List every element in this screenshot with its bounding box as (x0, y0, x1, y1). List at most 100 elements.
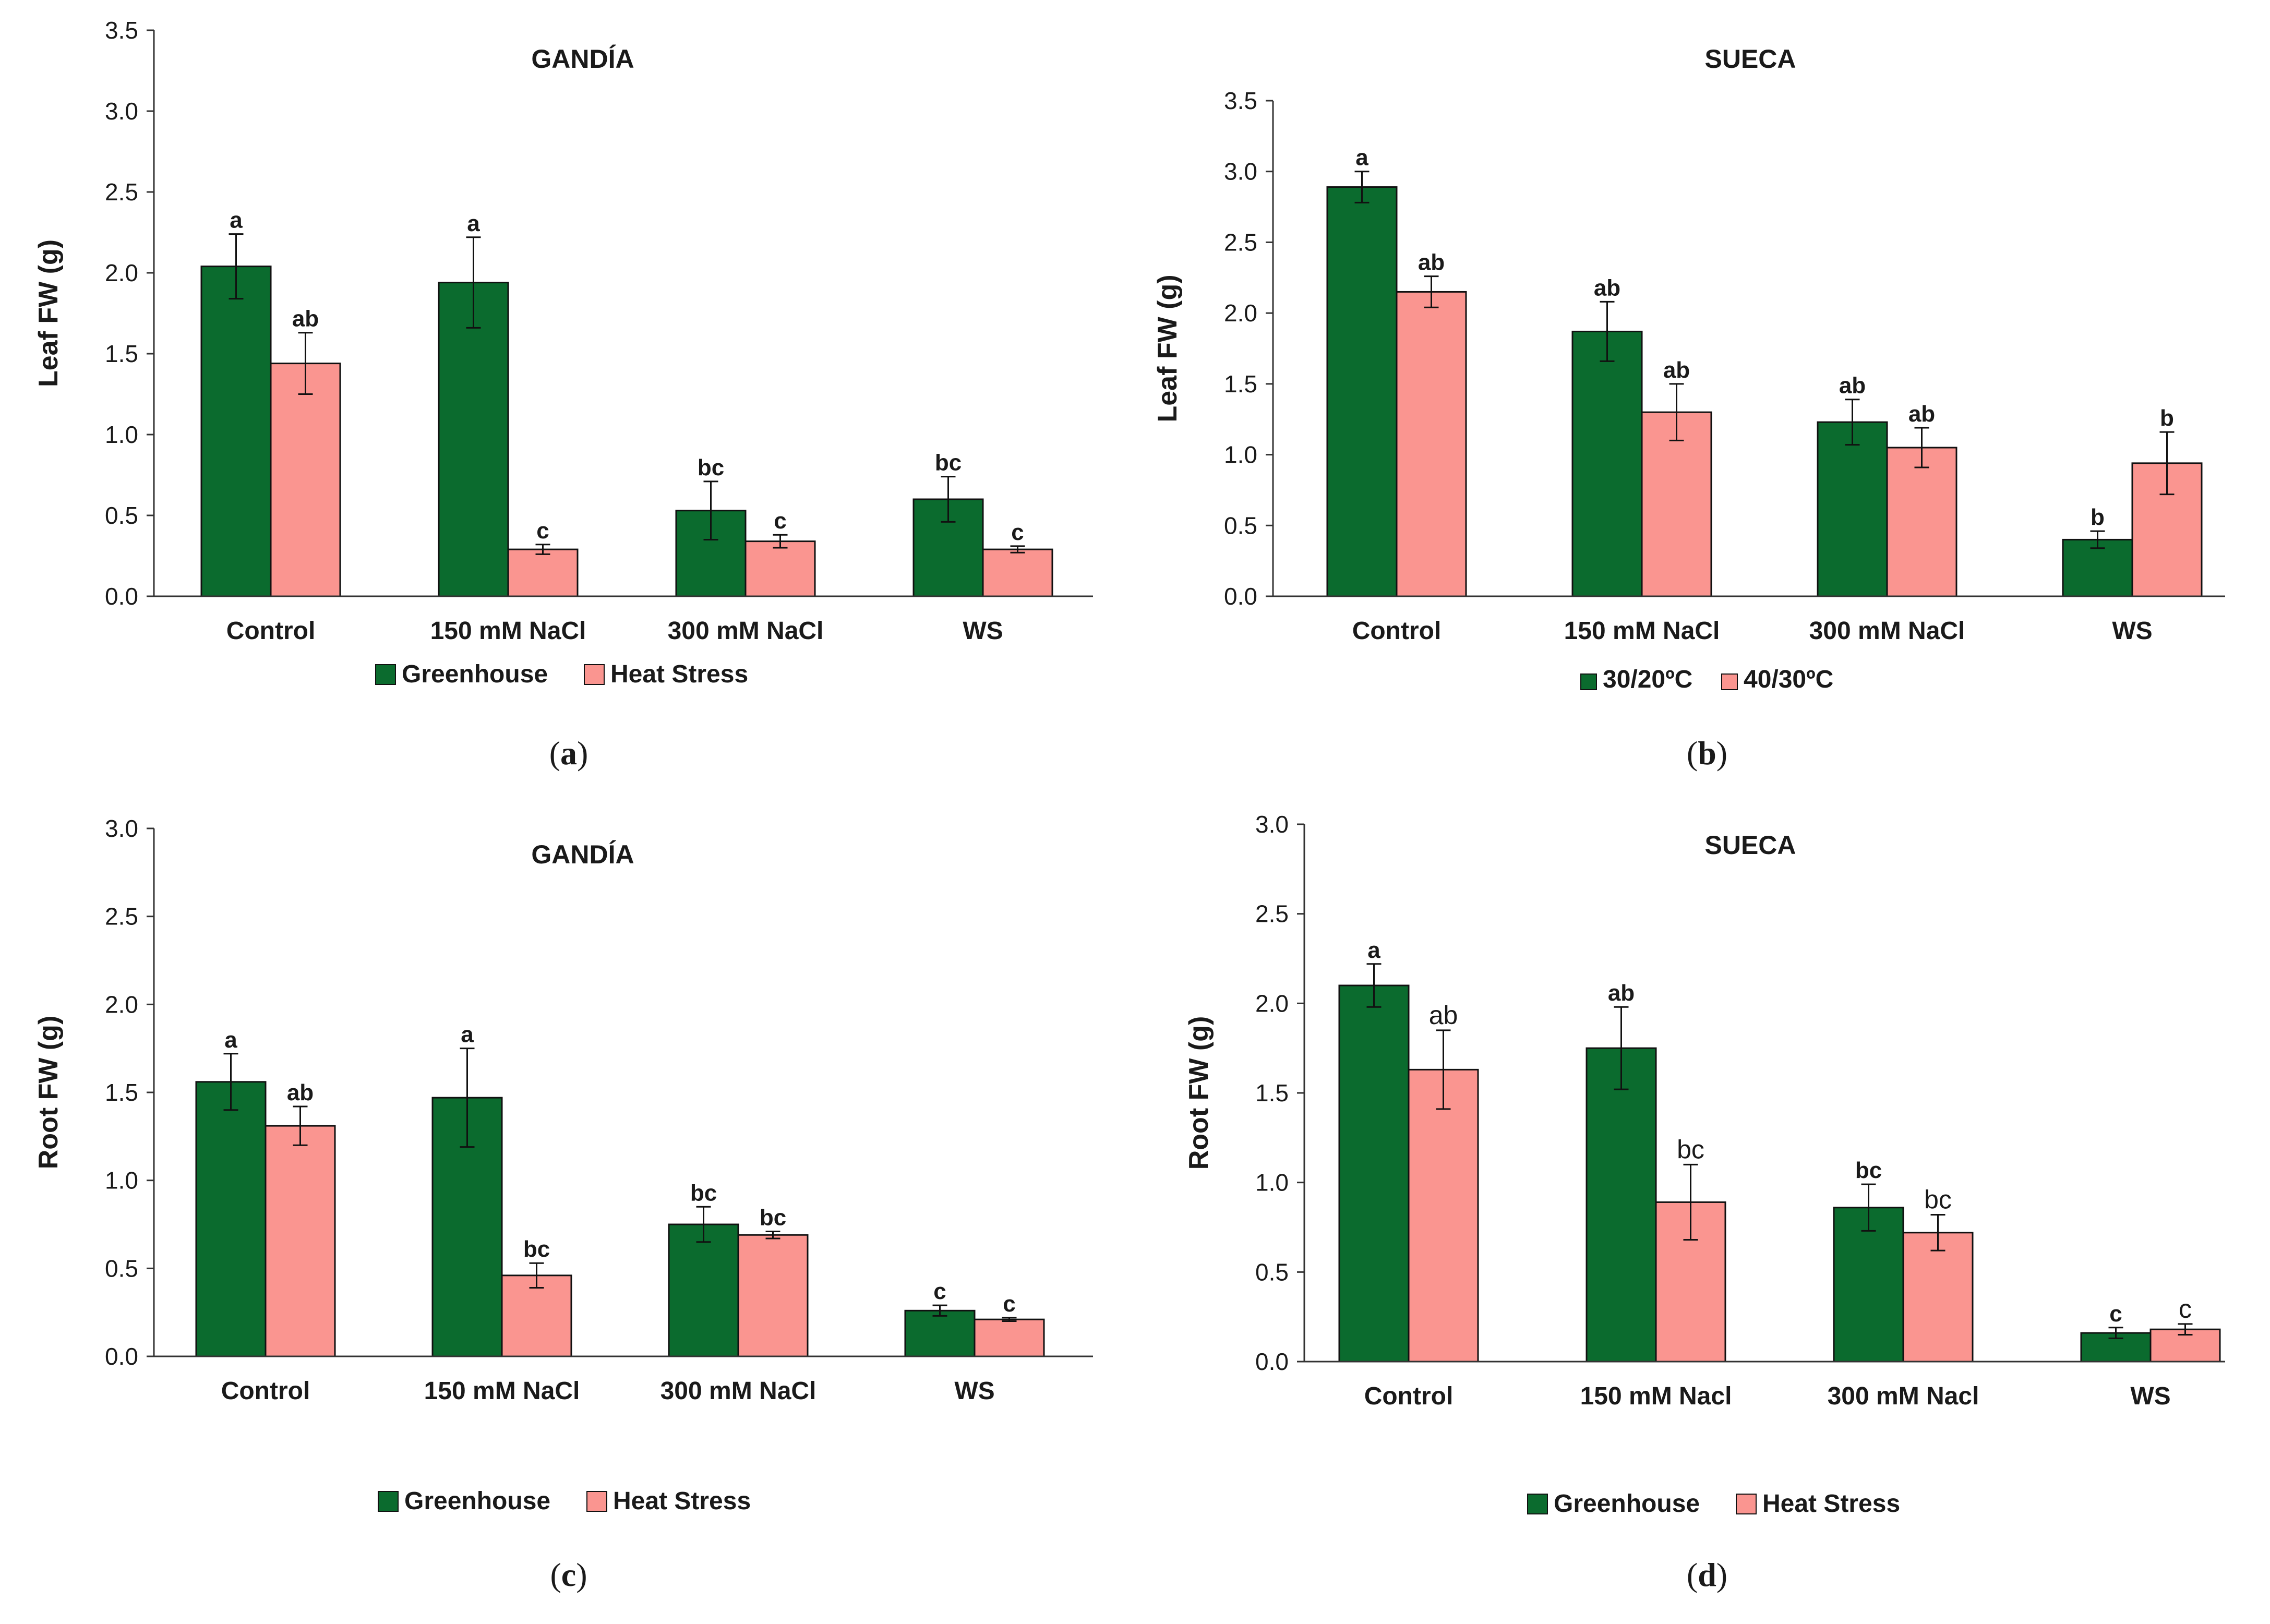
panel-b-x-tick-label: WS (2112, 617, 2152, 645)
panel-c-significance-label: bc (523, 1236, 550, 1262)
panel-c-x-tick-label: 300 mM NaCl (660, 1377, 816, 1405)
panel-a-significance-label: c (1011, 520, 1024, 545)
panel-a-bar-s1-1 (438, 282, 509, 597)
panel-d-legend-label-1: Greenhouse (1554, 1490, 1700, 1518)
panel-b-significance-label: ab (1908, 401, 1935, 427)
panel-b-significance-label: ab (1418, 250, 1445, 275)
panel-c-legend-label-1: Greenhouse (404, 1487, 550, 1515)
panel-b-title: SUECA (1704, 44, 1796, 74)
panel-a-y-tick-label: 3.0 (105, 98, 138, 125)
panel-b-significance-label: ab (1839, 373, 1866, 399)
panel-c-legend-swatch-1 (378, 1491, 399, 1512)
panel-c-y-tick-label: 3.0 (105, 815, 138, 842)
panel-d-significance-label: bc (1677, 1135, 1704, 1164)
panel-d-significance-label: ab (1608, 980, 1635, 1006)
panel-c-caption: (c) (550, 1556, 587, 1593)
panel-a-y-tick-label: 0.5 (105, 502, 138, 529)
panel-b-bar-s2-1 (1641, 411, 1712, 597)
panel-a-y-tick-label: 1.0 (105, 421, 138, 448)
panel-a-legend-swatch-1 (375, 664, 396, 685)
panel-c-bar-s2-2 (737, 1234, 809, 1357)
panel-d-y-tick-label: 2.5 (1255, 900, 1289, 928)
panel-a-significance-label: c (774, 508, 786, 534)
panel-d-bar-s1-1 (1586, 1047, 1657, 1363)
panel-c-significance-label: bc (690, 1180, 717, 1206)
panel-b-y-tick-label: 0.0 (1224, 583, 1257, 610)
panel-c-bar-s2-1 (501, 1274, 572, 1357)
panel-d-bar-s1-0 (1338, 984, 1410, 1363)
panel-b-y-tick-label: 3.5 (1224, 87, 1257, 114)
panel-b-significance-label: b (2091, 504, 2105, 530)
panel-b-significance-label: a (1355, 145, 1368, 171)
panel-c-significance-label: bc (760, 1205, 786, 1230)
panel-a-legend-swatch-2 (584, 664, 605, 685)
panel-b-y-tick-label: 2.5 (1224, 228, 1257, 256)
panel-b-bar-s2-2 (1886, 447, 1957, 597)
panel-d-y-tick-label: 1.0 (1255, 1169, 1289, 1196)
panel-c-significance-label: a (461, 1022, 474, 1048)
panel-a-y-tick-label: 2.0 (105, 259, 138, 286)
panel-a-y-tick-label: 2.5 (105, 178, 138, 206)
panel-a-bar-s2-0 (270, 363, 341, 597)
panel-a-y-axis-label: Leaf FW (g) (33, 239, 64, 387)
panel-a-y-tick-label: 3.5 (105, 17, 138, 44)
panel-b-bar-s1-2 (1817, 421, 1888, 597)
panel-a-significance-label: c (536, 518, 549, 544)
panel-d-y-tick-label: 3.0 (1255, 811, 1289, 838)
panel-a-significance-label: bc (698, 455, 724, 480)
panel-d-bar-s2-2 (1902, 1232, 1974, 1363)
panel-c-y-tick-label: 2.5 (105, 903, 138, 930)
panel-a-x-tick-label: WS (963, 617, 1003, 645)
panel-b-y-tick-label: 2.0 (1224, 299, 1257, 327)
panel-a-bar-s1-0 (200, 266, 272, 597)
panel-d-y-axis-label: Root FW (g) (1184, 1016, 1214, 1170)
panel-d-significance-label: c (2179, 1294, 2192, 1324)
panel-d-legend-swatch-2 (1736, 1494, 1757, 1514)
panel-a-bar-s2-2 (744, 540, 816, 597)
panel-c-y-tick-label: 0.0 (105, 1343, 138, 1370)
panel-a-y-tick-label: 1.5 (105, 340, 138, 367)
panel-b-x-tick-label: Control (1352, 617, 1442, 645)
panel-c-y-axis-label: Root FW (g) (33, 1016, 64, 1170)
panel-a-significance-label: ab (292, 306, 319, 332)
panel-d-significance-label: bc (1855, 1158, 1882, 1183)
panel-b-x-tick-label: 300 mM NaCl (1809, 617, 1965, 645)
panel-c-significance-label: c (933, 1279, 946, 1304)
panel-b-caption: (b) (1687, 735, 1727, 772)
panel-d-title: SUECA (1704, 831, 1796, 860)
panel-c-title: GANDÍA (531, 840, 634, 869)
panel-d-caption: (d) (1687, 1556, 1727, 1593)
panel-b-y-tick-label: 1.0 (1224, 441, 1257, 468)
panel-c-bar-s1-3 (904, 1309, 976, 1357)
panel-c-bar-s1-0 (195, 1081, 267, 1357)
panel-a-title: GANDÍA (531, 44, 634, 74)
panel-b-significance-label: ab (1663, 357, 1690, 383)
panel-d-legend-swatch-1 (1527, 1494, 1548, 1514)
panel-c-y-tick-label: 0.5 (105, 1255, 138, 1282)
panel-c-y-tick-label: 2.0 (105, 991, 138, 1018)
panel-c-significance-label: c (1003, 1291, 1015, 1317)
panel-b-bar-s1-0 (1326, 186, 1398, 597)
panel-c-legend-label-2: Heat Stress (613, 1487, 751, 1515)
panel-a-bar-s2-1 (507, 548, 579, 597)
panel-b-x-tick-label: 150 mM NaCl (1564, 617, 1720, 645)
panel-b-bar-s1-1 (1571, 330, 1643, 597)
panel-d-significance-label: c (2109, 1301, 2122, 1327)
panel-b-legend-label-2: 40/30ºC (1744, 666, 1833, 693)
panel-a-significance-label: a (230, 208, 243, 233)
panel-d-bar-s2-0 (1408, 1068, 1479, 1363)
panel-d-y-tick-label: 0.0 (1255, 1348, 1289, 1375)
panel-b-legend-swatch-2 (1721, 673, 1738, 690)
panel-c-bar-s2-3 (974, 1318, 1045, 1357)
panel-a-y-tick-label: 0.0 (105, 583, 138, 610)
panel-b-y-tick-label: 1.5 (1224, 370, 1257, 398)
panel-c-x-tick-label: Control (221, 1377, 310, 1405)
panel-d-x-tick-label: 300 mM Nacl (1828, 1382, 1979, 1410)
panel-c-bar-s2-0 (265, 1125, 336, 1357)
panel-c-x-tick-label: 150 mM NaCl (424, 1377, 580, 1405)
panel-d-significance-label: ab (1429, 1001, 1458, 1030)
panel-a-legend-label-2: Heat Stress (610, 660, 748, 688)
panel-c-y-tick-label: 1.5 (105, 1079, 138, 1106)
panel-b-significance-label: ab (1594, 275, 1620, 300)
